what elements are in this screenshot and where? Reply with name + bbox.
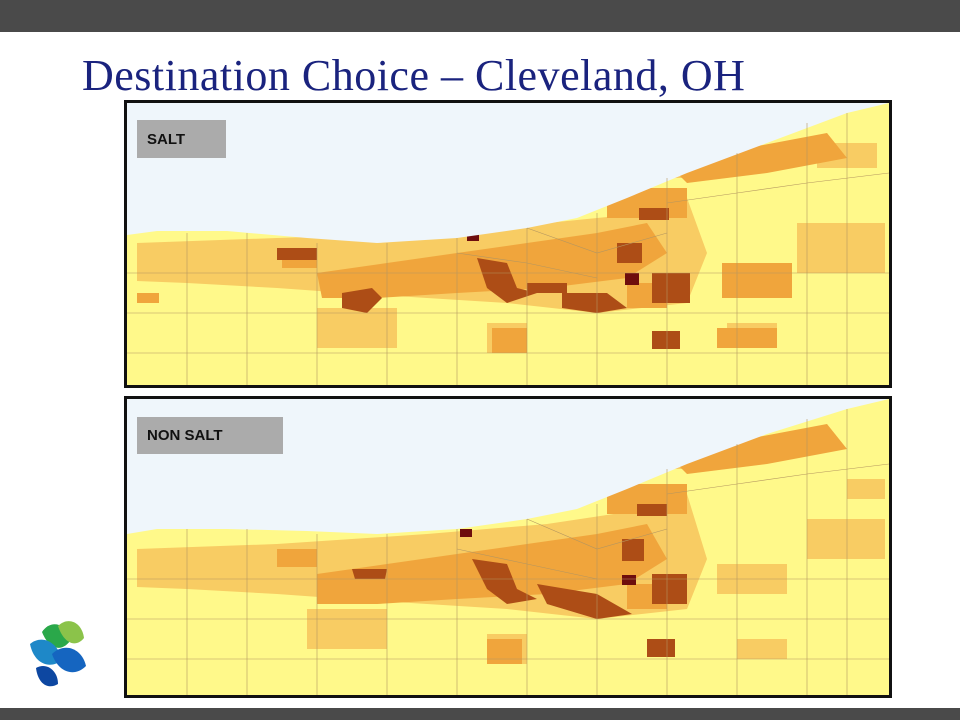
map-panel-non-salt: NON SALT — [124, 396, 892, 698]
zones-darkest — [467, 233, 639, 285]
zone-boundaries — [127, 409, 889, 695]
map-label-non-salt: NON SALT — [137, 417, 283, 454]
map-panel-salt: SALT — [124, 100, 892, 388]
top-bar — [0, 0, 960, 32]
leaf-logo-icon — [30, 621, 86, 687]
lake-erie — [127, 399, 889, 534]
zones-dark — [277, 208, 690, 349]
slide-title: Destination Choice – Cleveland, OH — [82, 51, 746, 100]
bottom-bar — [0, 708, 960, 720]
choropleth-map-salt — [127, 103, 889, 385]
choropleth-map-non-salt — [127, 399, 889, 695]
zones-darkest — [460, 529, 636, 585]
lake-erie — [127, 103, 889, 243]
map-label-salt: SALT — [137, 120, 226, 158]
zone-boundaries — [127, 113, 889, 385]
